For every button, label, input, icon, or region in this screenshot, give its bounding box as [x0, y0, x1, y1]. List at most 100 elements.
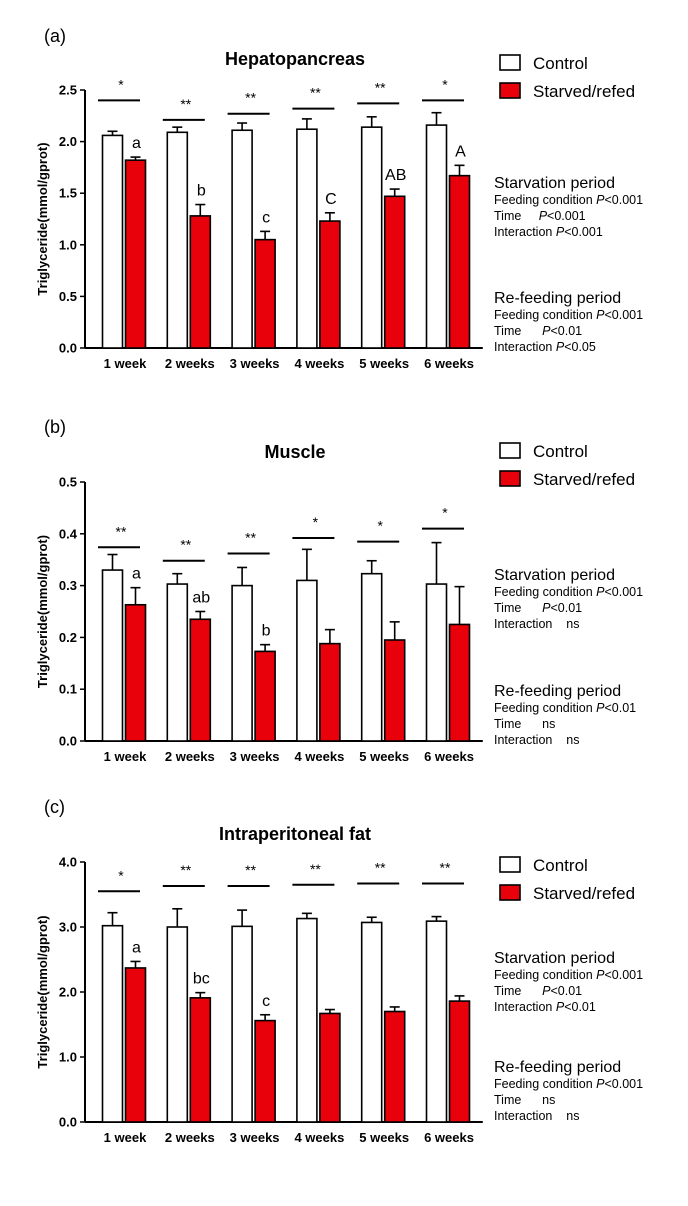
refeeding-period-heading: Re-feeding period [494, 683, 621, 700]
bar-starved-refed [124, 603, 147, 742]
panel-label: (a) [44, 26, 66, 46]
y-tick-label: 0.0 [59, 341, 77, 356]
x-tick-label: 4 weeks [294, 749, 344, 764]
refeeding-stat-line: Feeding condition P<0.001 [494, 1077, 643, 1091]
bar-starved-refed [448, 623, 471, 742]
bar-control [425, 920, 448, 1123]
starvation-period-heading: Starvation period [494, 567, 615, 584]
significance-marker: ** [180, 537, 191, 553]
legend: Control Starved/refed [499, 856, 635, 903]
y-axis-label: Triglyceride(mmol/gprot) [35, 535, 50, 688]
bar-starved-refed [189, 618, 212, 742]
chart-panel-3: (c) Intraperitoneal fat Triglyceride(mmol/… [35, 797, 643, 1145]
bar-control [425, 124, 448, 349]
y-tick-label: 1.0 [59, 237, 77, 252]
y-tick-label: 4.0 [59, 855, 77, 870]
refeeding-stat-line: Time P<0.01 [494, 324, 582, 338]
significance-marker: ** [180, 862, 191, 878]
significance-marker: ** [245, 90, 256, 106]
bar-starved-refed [319, 1012, 341, 1123]
x-tick-label: 4 weeks [294, 1130, 344, 1145]
legend-label: Control [533, 442, 588, 461]
bar-control [101, 924, 124, 1123]
refeeding-stat-line: Interaction ns [494, 733, 579, 747]
bar-starved-refed [383, 639, 406, 742]
starvation-stat-line: Interaction P<0.01 [494, 1000, 596, 1014]
group-letter: c [262, 209, 270, 226]
y-tick-label: 0.3 [59, 578, 77, 593]
legend-label: Starved/refed [533, 82, 635, 101]
group-letter: C [325, 191, 337, 208]
x-tick-label: 5 weeks [359, 356, 409, 371]
x-tick-label: 2 weeks [165, 356, 215, 371]
refeeding-stat-line: Feeding condition P<0.001 [494, 308, 643, 322]
legend-swatch-starved-refed [499, 884, 521, 901]
group-letter: a [132, 135, 141, 152]
refeeding-stat-line: Time ns [494, 717, 555, 731]
bar-control [231, 584, 253, 742]
y-tick-label: 0.0 [59, 734, 77, 749]
y-tick-label: 2.5 [59, 83, 77, 98]
legend-label: Starved/refed [533, 470, 635, 489]
y-tick-label: 0.1 [59, 682, 77, 697]
bar-starved-refed [189, 215, 212, 349]
x-tick-label: 3 weeks [230, 749, 280, 764]
y-tick-label: 0.5 [59, 475, 77, 490]
starvation-stat-line: Time P<0.01 [494, 601, 582, 615]
starvation-period-heading: Starvation period [494, 950, 615, 967]
chart-title: Intraperitoneal fat [219, 824, 371, 844]
group-letter: c [262, 993, 270, 1010]
x-tick-label: 5 weeks [359, 1130, 409, 1145]
bar-starved-refed [319, 642, 341, 742]
bar-starved-refed [448, 1000, 471, 1123]
y-tick-label: 1.0 [59, 1050, 77, 1065]
group-letter: a [132, 566, 141, 583]
legend-swatch-control [499, 856, 521, 873]
x-tick-label: 6 weeks [424, 356, 474, 371]
chart-title: Muscle [264, 442, 325, 462]
significance-marker: ** [310, 85, 321, 101]
refeeding-stat-line: Interaction P<0.05 [494, 340, 596, 354]
significance-marker: * [442, 76, 448, 92]
bar-control [296, 917, 318, 1123]
starvation-stat-line: Feeding condition P<0.001 [494, 968, 643, 982]
bar-starved-refed [319, 220, 341, 349]
significance-marker: ** [116, 523, 127, 539]
bar-control [360, 572, 383, 742]
bar-control [231, 925, 253, 1123]
legend-swatch-starved-refed [499, 82, 521, 99]
group-letter: b [262, 623, 271, 640]
refeeding-period-heading: Re-feeding period [494, 290, 621, 307]
legend-swatch-control [499, 442, 521, 459]
x-tick-label: 2 weeks [165, 1130, 215, 1145]
group-letter: A [455, 143, 466, 160]
bar-control [296, 579, 318, 742]
y-tick-label: 3.0 [59, 920, 77, 935]
group-letter: ab [192, 590, 210, 607]
starvation-stat-line: Feeding condition P<0.001 [494, 193, 643, 207]
bar-control [101, 569, 124, 742]
significance-marker: ** [375, 79, 386, 95]
bar-control [360, 921, 383, 1123]
bar-starved-refed [124, 967, 147, 1123]
bar-control [166, 583, 189, 742]
y-tick-label: 1.5 [59, 186, 77, 201]
significance-marker: ** [310, 861, 321, 877]
legend-swatch-control [499, 54, 521, 71]
starvation-period-heading: Starvation period [494, 175, 615, 192]
x-tick-label: 3 weeks [230, 356, 280, 371]
y-tick-label: 2.0 [59, 134, 77, 149]
x-tick-label: 2 weeks [165, 749, 215, 764]
y-axis-label: Triglyceride(mmol/gprot) [35, 142, 50, 295]
legend-label: Control [533, 856, 588, 875]
bar-starved-refed [383, 195, 406, 349]
bar-control [231, 129, 253, 349]
chart-panel-1: (a) Hepatopancreas Triglyceride(mmol/gprot… [35, 26, 643, 371]
x-tick-label: 1 week [104, 1130, 147, 1145]
significance-marker: * [313, 514, 319, 530]
panel-label: (b) [44, 417, 66, 437]
y-tick-label: 0.5 [59, 289, 77, 304]
bar-starved-refed [448, 174, 471, 349]
legend-label: Control [533, 54, 588, 73]
